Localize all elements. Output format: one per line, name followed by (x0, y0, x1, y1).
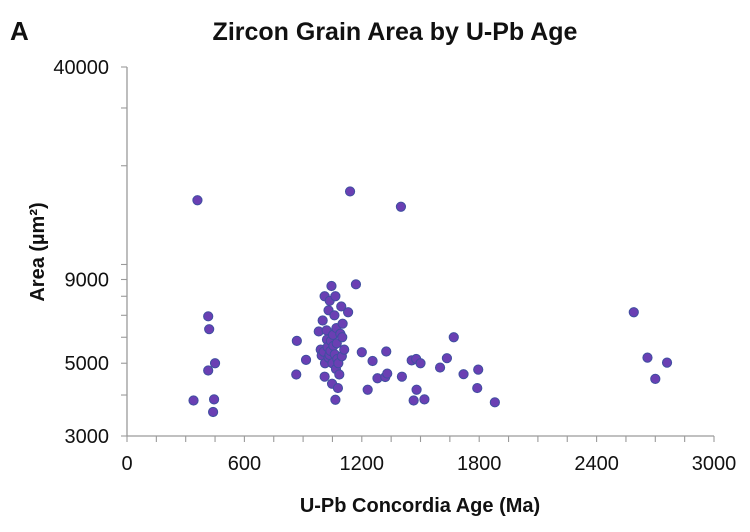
x-tick-label: 3000 (692, 453, 737, 475)
panel-label: A (10, 16, 29, 46)
data-point (330, 291, 341, 302)
data-point (408, 395, 419, 406)
data-point (411, 384, 422, 395)
data-point (300, 354, 312, 365)
x-tick-label: 0 (121, 453, 132, 475)
data-point (330, 394, 341, 405)
y-tick-label: 40000 (53, 57, 109, 79)
y-tick-label: 3000 (65, 426, 110, 448)
data-point (203, 365, 214, 376)
data-point (207, 406, 219, 418)
y-ticks: 3000 5000 9000 40000 (53, 57, 127, 448)
data-point (419, 394, 430, 405)
data-point (204, 324, 215, 335)
data-point (642, 352, 653, 363)
x-ticks: 0 600 1200 1800 2400 3000 (121, 436, 736, 475)
data-point (441, 353, 453, 364)
data-point (362, 384, 373, 395)
data-point (350, 279, 362, 290)
data-point (291, 335, 302, 346)
data-point (317, 315, 328, 326)
x-tick-label: 1200 (340, 453, 385, 475)
data-points (188, 186, 673, 418)
data-point (367, 355, 378, 367)
data-point (291, 369, 302, 380)
data-point (329, 310, 340, 321)
data-point (332, 382, 344, 394)
y-axis-label: Area (µm²) (27, 202, 49, 301)
data-point (192, 195, 203, 206)
data-point (395, 201, 407, 212)
x-axis-label: U-Pb Concordia Age (Ma) (300, 495, 540, 517)
data-point (343, 307, 354, 318)
data-point (381, 346, 392, 357)
data-point (344, 186, 356, 197)
data-point (203, 311, 214, 322)
data-point (208, 394, 220, 405)
data-point (473, 364, 484, 375)
data-point (339, 344, 350, 355)
data-point (356, 347, 367, 358)
data-point (337, 318, 348, 329)
y-tick-label: 9000 (65, 269, 110, 291)
data-point (458, 369, 469, 380)
data-point (188, 395, 199, 406)
data-point (434, 362, 446, 373)
y-tick-label: 5000 (65, 353, 110, 375)
data-point (319, 371, 330, 382)
axes: 0 600 1200 1800 2400 3000 3000 5000 9000 40000 (53, 57, 736, 475)
data-point (472, 382, 483, 394)
data-point (489, 397, 500, 408)
data-point (334, 369, 345, 380)
data-point (650, 373, 661, 384)
x-tick-label: 2400 (574, 453, 619, 475)
data-point (661, 357, 673, 368)
data-point (448, 332, 459, 343)
data-point (396, 371, 408, 382)
data-point (326, 280, 337, 292)
data-point (336, 301, 347, 312)
data-point (382, 368, 393, 379)
x-tick-label: 1800 (457, 453, 502, 475)
data-point (337, 332, 348, 343)
data-point (209, 358, 221, 369)
chart-title: Zircon Grain Area by U-Pb Age (212, 18, 578, 46)
x-tick-label: 600 (228, 453, 261, 475)
data-point (628, 307, 639, 318)
data-point (415, 358, 426, 369)
